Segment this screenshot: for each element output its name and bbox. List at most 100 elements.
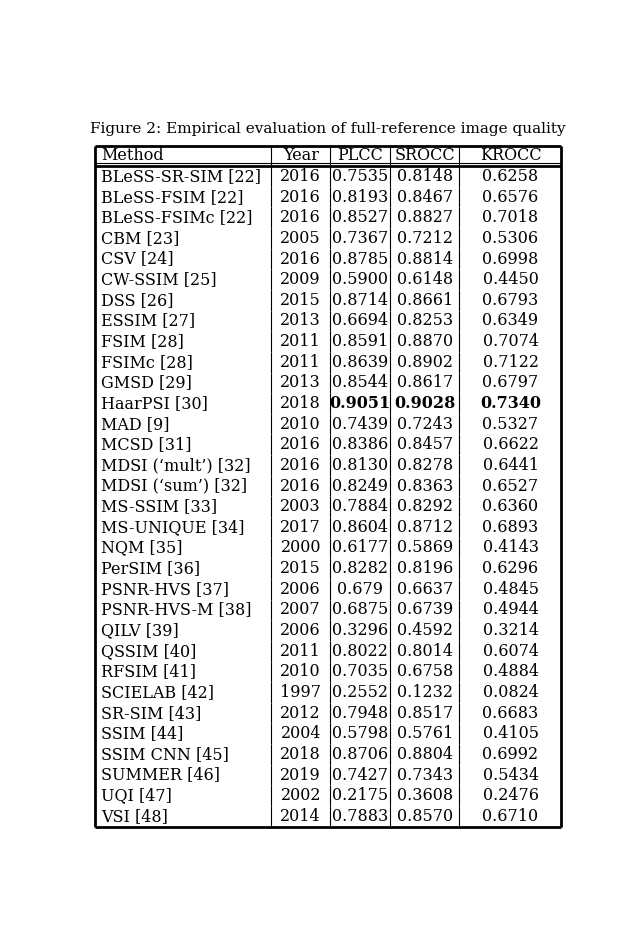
Text: 0.6637: 0.6637 xyxy=(397,581,453,598)
Text: MAD [9]: MAD [9] xyxy=(101,416,170,433)
Text: 2004: 2004 xyxy=(280,726,321,742)
Text: 0.6992: 0.6992 xyxy=(483,746,539,763)
Text: 0.7340: 0.7340 xyxy=(480,395,541,412)
Text: 0.4450: 0.4450 xyxy=(483,271,538,288)
Text: 0.6875: 0.6875 xyxy=(332,601,388,618)
Text: 0.8022: 0.8022 xyxy=(332,643,388,660)
Text: 0.4845: 0.4845 xyxy=(483,581,538,598)
Text: 0.7367: 0.7367 xyxy=(332,230,388,247)
Text: UQI [47]: UQI [47] xyxy=(101,788,172,805)
Text: MDSI (‘sum’) [32]: MDSI (‘sum’) [32] xyxy=(101,478,247,495)
Text: VSI [48]: VSI [48] xyxy=(101,807,168,825)
Text: PerSIM [36]: PerSIM [36] xyxy=(101,560,200,577)
Text: 0.3214: 0.3214 xyxy=(483,622,538,639)
Text: MDSI (‘mult’) [32]: MDSI (‘mult’) [32] xyxy=(101,457,250,474)
Text: 0.0824: 0.0824 xyxy=(483,684,538,701)
Text: 0.8870: 0.8870 xyxy=(397,333,452,350)
Text: PSNR-HVS [37]: PSNR-HVS [37] xyxy=(101,581,229,598)
Text: 0.8253: 0.8253 xyxy=(397,312,452,329)
Text: MS-SSIM [33]: MS-SSIM [33] xyxy=(101,498,217,516)
Text: 0.8902: 0.8902 xyxy=(397,354,452,371)
Text: 0.6797: 0.6797 xyxy=(483,375,539,391)
Text: 2019: 2019 xyxy=(280,767,321,784)
Text: 0.8148: 0.8148 xyxy=(397,168,452,185)
Text: SROCC: SROCC xyxy=(394,148,455,165)
Text: 0.4944: 0.4944 xyxy=(483,601,538,618)
Text: 2014: 2014 xyxy=(280,807,321,825)
Text: 0.7439: 0.7439 xyxy=(332,416,388,433)
Text: 0.8712: 0.8712 xyxy=(397,518,452,535)
Text: 2015: 2015 xyxy=(280,560,321,577)
Text: 0.8457: 0.8457 xyxy=(397,437,452,454)
Text: 0.7074: 0.7074 xyxy=(483,333,538,350)
Text: QILV [39]: QILV [39] xyxy=(101,622,179,639)
Text: QSSIM [40]: QSSIM [40] xyxy=(101,643,196,660)
Text: 0.8282: 0.8282 xyxy=(332,560,388,577)
Text: 2011: 2011 xyxy=(280,643,321,660)
Text: 0.7122: 0.7122 xyxy=(483,354,538,371)
Text: 2000: 2000 xyxy=(280,539,321,556)
Text: 0.8014: 0.8014 xyxy=(397,643,452,660)
Text: 0.6527: 0.6527 xyxy=(483,478,539,495)
Text: SSIM CNN [45]: SSIM CNN [45] xyxy=(101,746,228,763)
Text: CSV [24]: CSV [24] xyxy=(101,250,173,267)
Text: 2002: 2002 xyxy=(280,788,321,805)
Text: 2016: 2016 xyxy=(280,250,321,267)
Text: 2018: 2018 xyxy=(280,746,321,763)
Text: 0.9051: 0.9051 xyxy=(330,395,391,412)
Text: 2011: 2011 xyxy=(280,354,321,371)
Text: 0.6622: 0.6622 xyxy=(483,437,538,454)
Text: 0.6441: 0.6441 xyxy=(483,457,538,474)
Text: 2006: 2006 xyxy=(280,622,321,639)
Text: 2013: 2013 xyxy=(280,375,321,391)
Text: 0.6998: 0.6998 xyxy=(483,250,539,267)
Text: 0.7535: 0.7535 xyxy=(332,168,388,185)
Text: 0.7884: 0.7884 xyxy=(332,498,388,516)
Text: 0.7343: 0.7343 xyxy=(397,767,452,784)
Text: Year: Year xyxy=(283,148,319,165)
Text: 0.2175: 0.2175 xyxy=(332,788,388,805)
Text: BLeSS-SR-SIM [22]: BLeSS-SR-SIM [22] xyxy=(101,168,261,185)
Text: Method: Method xyxy=(101,148,163,165)
Text: 0.6576: 0.6576 xyxy=(483,188,539,206)
Text: 0.8661: 0.8661 xyxy=(397,292,453,309)
Text: 0.5798: 0.5798 xyxy=(332,726,388,742)
Text: 0.8804: 0.8804 xyxy=(397,746,452,763)
Text: BLeSS-FSIM [22]: BLeSS-FSIM [22] xyxy=(101,188,243,206)
Text: 2016: 2016 xyxy=(280,478,321,495)
Text: 0.7427: 0.7427 xyxy=(332,767,388,784)
Text: 0.679: 0.679 xyxy=(337,581,383,598)
Text: 0.4592: 0.4592 xyxy=(397,622,452,639)
Text: 0.5761: 0.5761 xyxy=(397,726,453,742)
Text: 0.2476: 0.2476 xyxy=(483,788,538,805)
Text: 0.8249: 0.8249 xyxy=(332,478,388,495)
Text: 0.8785: 0.8785 xyxy=(332,250,388,267)
Text: MCSD [31]: MCSD [31] xyxy=(101,437,191,454)
Text: 2016: 2016 xyxy=(280,457,321,474)
Text: 2007: 2007 xyxy=(280,601,321,618)
Text: 2003: 2003 xyxy=(280,498,321,516)
Text: 0.8827: 0.8827 xyxy=(397,209,452,226)
Text: 0.7018: 0.7018 xyxy=(483,209,539,226)
Text: 0.8517: 0.8517 xyxy=(397,705,453,722)
Text: 2016: 2016 xyxy=(280,437,321,454)
Text: 2012: 2012 xyxy=(280,705,321,722)
Text: 0.8639: 0.8639 xyxy=(332,354,388,371)
Text: 0.5869: 0.5869 xyxy=(397,539,453,556)
Text: 2005: 2005 xyxy=(280,230,321,247)
Text: 0.8617: 0.8617 xyxy=(397,375,453,391)
Text: 0.4105: 0.4105 xyxy=(483,726,538,742)
Text: 0.6739: 0.6739 xyxy=(397,601,453,618)
Text: HaarPSI [30]: HaarPSI [30] xyxy=(101,395,208,412)
Text: 0.6683: 0.6683 xyxy=(483,705,539,722)
Text: FSIMc [28]: FSIMc [28] xyxy=(101,354,193,371)
Text: 0.1232: 0.1232 xyxy=(397,684,452,701)
Text: 2009: 2009 xyxy=(280,271,321,288)
Text: 0.8278: 0.8278 xyxy=(397,457,452,474)
Text: 0.7243: 0.7243 xyxy=(397,416,452,433)
Text: 0.8130: 0.8130 xyxy=(332,457,388,474)
Text: 0.6148: 0.6148 xyxy=(397,271,452,288)
Text: 0.8604: 0.8604 xyxy=(332,518,388,535)
Text: FSIM [28]: FSIM [28] xyxy=(101,333,184,350)
Text: 0.8467: 0.8467 xyxy=(397,188,452,206)
